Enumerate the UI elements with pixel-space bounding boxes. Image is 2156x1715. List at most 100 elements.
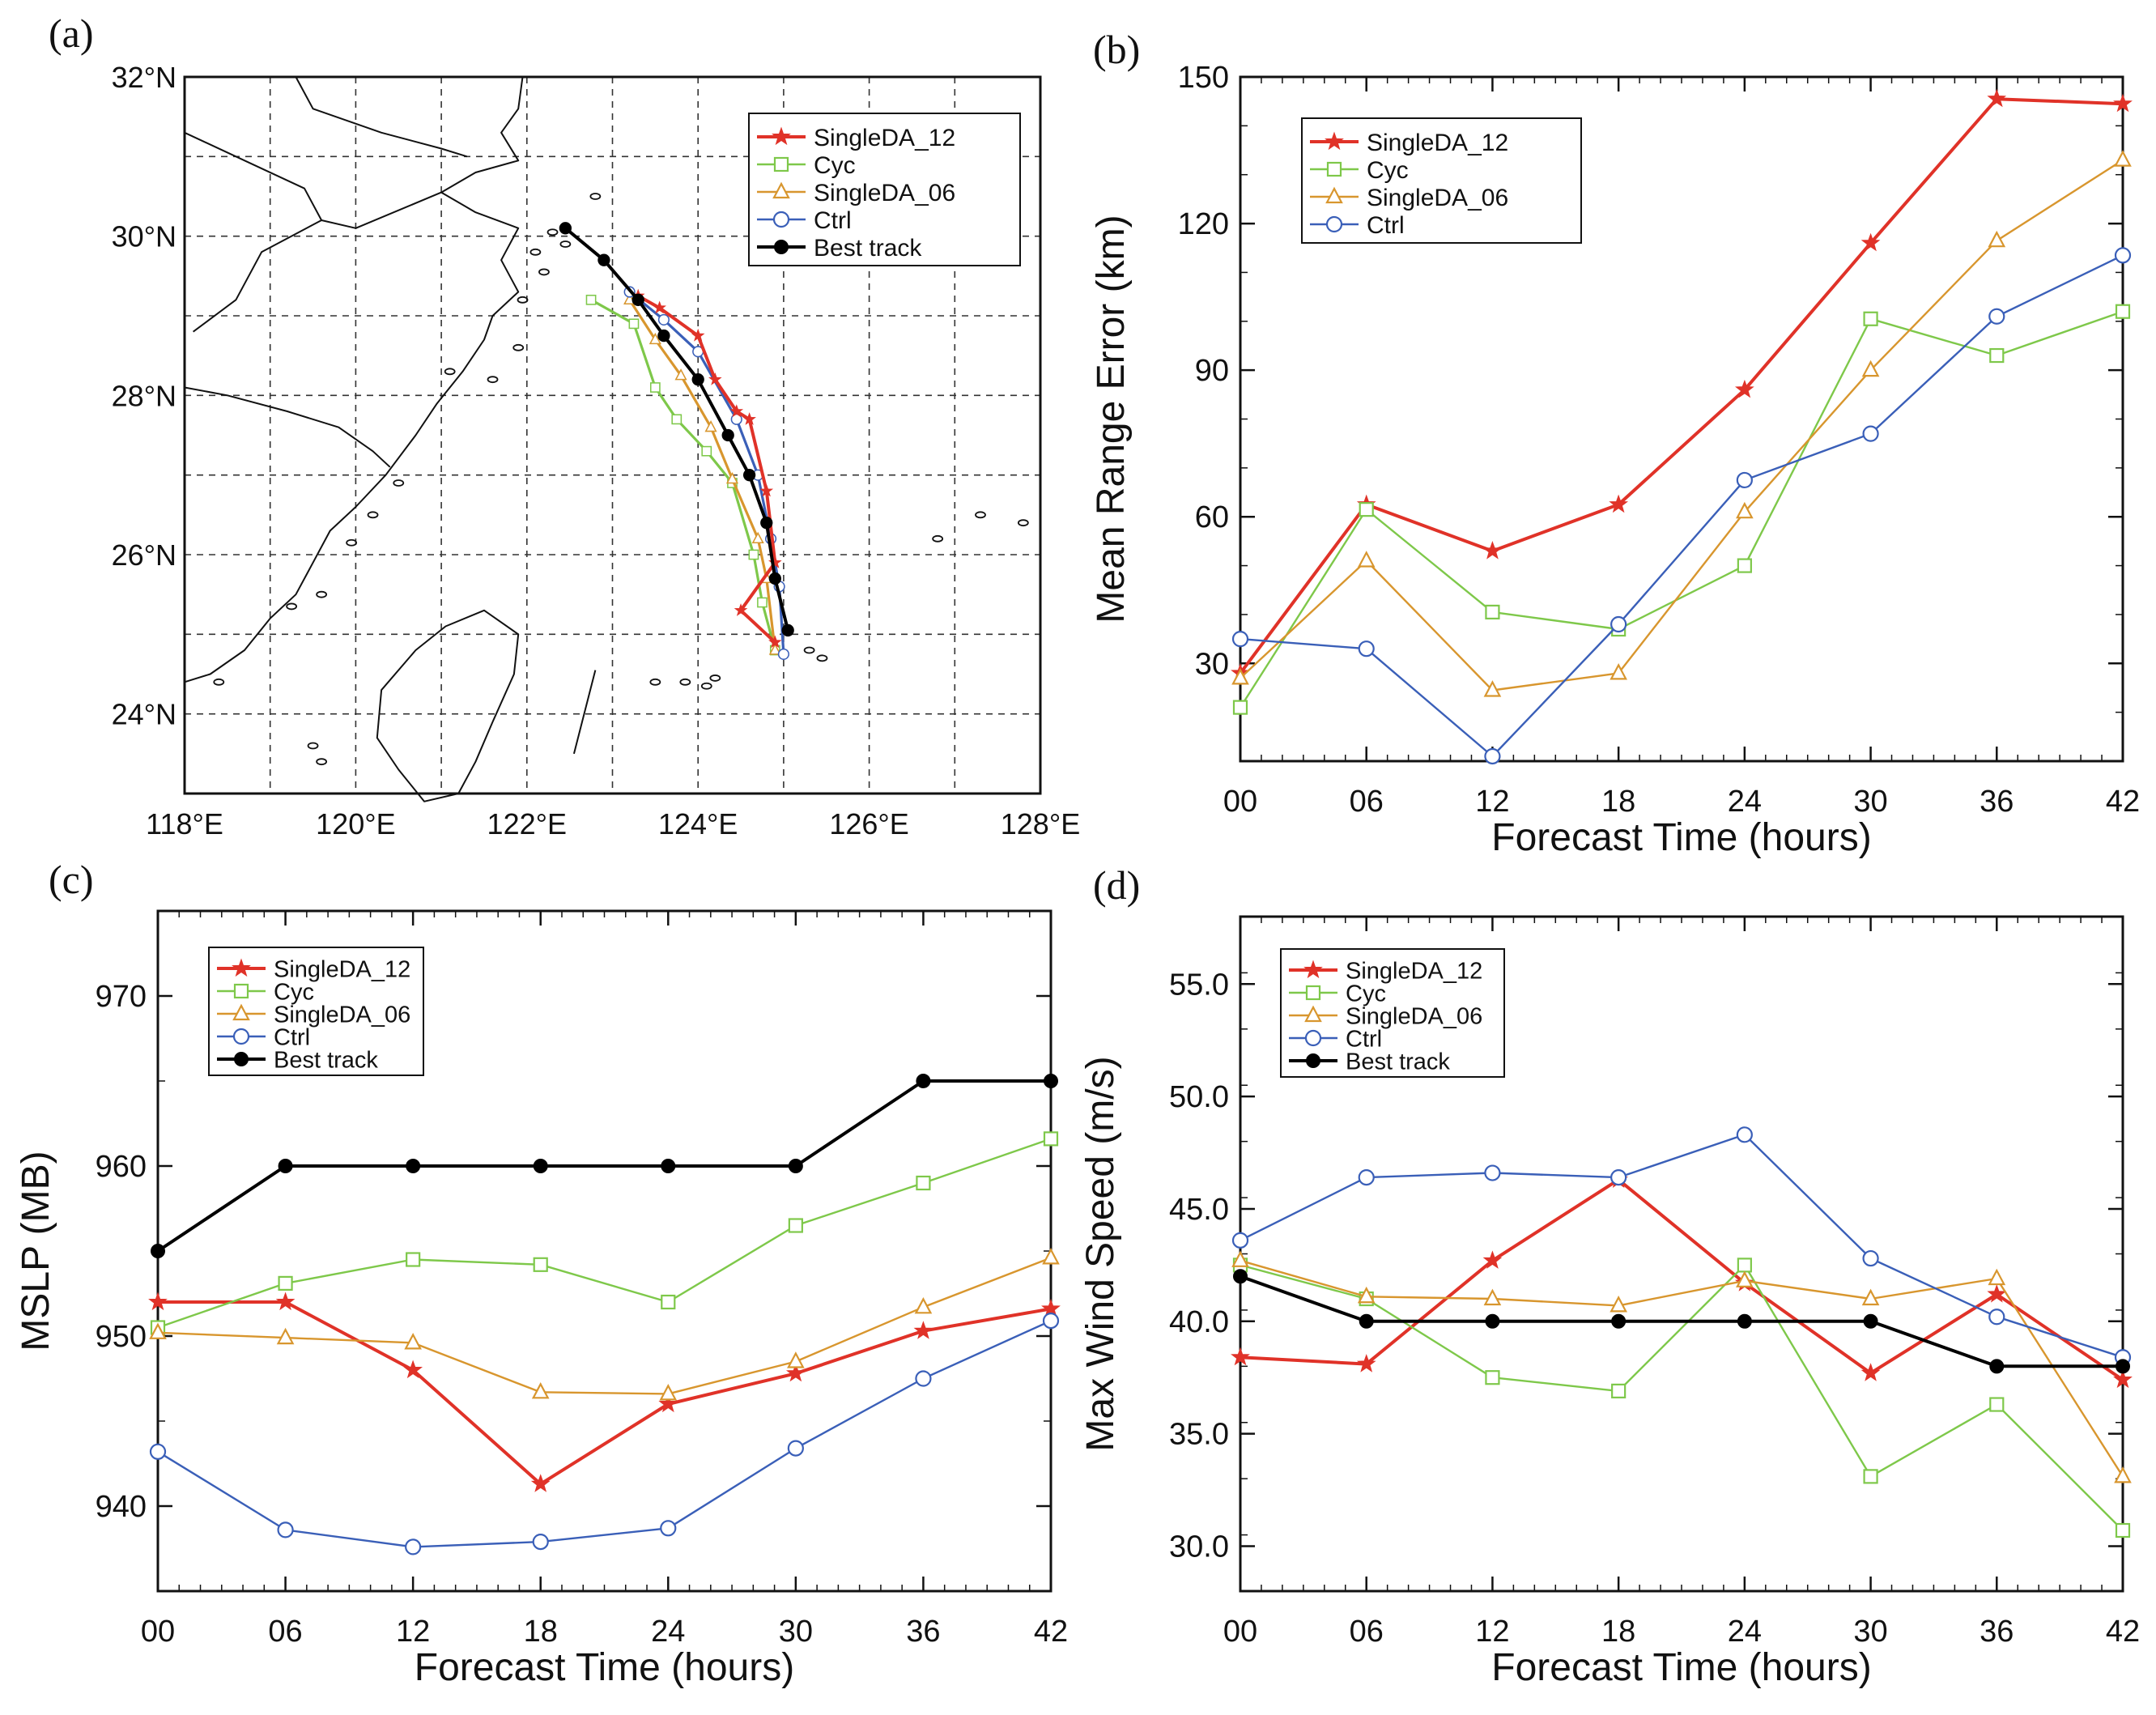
triangle-marker [1231,1250,1249,1267]
legend-label: SingleDA_06 [1346,1003,1482,1029]
y-tick-label: 45.0 [1169,1193,1229,1227]
data-point [1610,1168,1627,1186]
island [346,538,358,547]
data-point [1611,1383,1627,1398]
y-axis-title: MSLP (MB) [15,1151,57,1351]
track-point [674,368,687,381]
triangle-marker [1988,230,2006,248]
star-marker [1356,1354,1376,1372]
circle-marker [657,313,670,326]
track-line [564,227,790,631]
x-tick-label: 00 [141,1615,175,1649]
legend-marker [1304,1005,1322,1023]
island [538,268,550,276]
data-point [1862,1249,1879,1267]
data-point [532,1533,549,1551]
triangle-marker [1736,1270,1754,1287]
dot-marker [1359,1313,1374,1329]
x-tick-label: 00 [1223,785,1257,819]
legend-label: Ctrl [814,207,852,234]
legend-label: SingleDA_12 [1346,958,1482,984]
legend-label: SingleDA_12 [1367,130,1508,156]
data-point [151,1244,165,1258]
series-line [1240,1259,2124,1478]
island [213,678,225,686]
square-marker [661,1294,676,1310]
data-point [787,1351,805,1368]
panel-label: (c) [49,857,94,902]
dot-marker [1044,1074,1058,1088]
track-point [751,531,764,544]
data-point [276,1327,295,1345]
series-line [1240,1275,2123,1368]
china-coastline [184,76,524,683]
panel-label: (a) [49,11,94,56]
data-point [1609,494,1629,513]
island [649,678,661,686]
series-SingleDA_12 [148,1292,1061,1492]
data-point [1485,1313,1500,1329]
triangle-marker [1736,501,1754,519]
x-tick-label: 12 [1475,785,1509,819]
x-tick-label: 24 [1728,785,1762,819]
track-point [734,603,748,616]
series-Best track [151,1074,1058,1258]
triangle-marker [649,332,661,345]
island [316,758,328,766]
series-line [157,1138,1052,1329]
square-marker [1232,700,1248,715]
x-tick-label: 30 [1853,785,1887,819]
legend-marker [772,181,790,199]
data-point [785,1363,806,1382]
x-tick-label: 18 [1601,1615,1635,1649]
data-point [1231,631,1249,648]
island [546,228,559,236]
data-point [1041,1298,1061,1317]
x-tick-label: 12 [1475,1615,1509,1649]
x-tick-label: 18 [1601,785,1635,819]
data-point [2115,1522,2131,1538]
data-point [531,1381,550,1399]
track-point [768,555,782,568]
data-point [1610,1296,1627,1313]
series-line [1240,159,2124,692]
circle-marker [1988,308,2005,325]
series-line [1239,310,2124,709]
x-tick-label: 36 [1980,785,2014,819]
dot-marker [278,1159,293,1173]
data-point [1232,700,1248,715]
star-marker [2113,1369,2133,1389]
latitude-label: 32°N [112,61,176,94]
star-marker [658,1394,678,1413]
legend-entry: Cyc [757,152,856,179]
square-marker [1863,1469,1878,1484]
data-point [1862,425,1879,442]
data-point [1231,1232,1249,1249]
dot-marker [1611,1313,1627,1329]
circle-marker [787,1440,804,1457]
dot-marker [406,1159,421,1173]
legend-frame [1301,117,1582,244]
dot-marker [2116,1359,2130,1374]
data-point [2114,247,2132,264]
x-tick-label: 12 [396,1615,430,1649]
data-point [1988,308,2005,325]
legend-label: SingleDA_12 [814,125,955,151]
legend-entry: Best track [757,235,922,262]
circle-marker [1325,215,1343,233]
island [679,678,691,686]
circle-marker [1358,640,1375,657]
data-point [1988,1309,2005,1326]
track-point [759,483,774,497]
data-point [1233,1269,1248,1284]
data-point [1860,1363,1881,1381]
track-point [742,412,756,425]
island [367,511,379,519]
data-point [1861,360,1880,377]
longitude-label: 124°E [658,807,738,840]
track-point [653,300,666,314]
circle-marker [532,1533,549,1551]
data-point [1736,471,1753,489]
track-Best track [559,222,794,637]
data-point [406,1159,421,1173]
